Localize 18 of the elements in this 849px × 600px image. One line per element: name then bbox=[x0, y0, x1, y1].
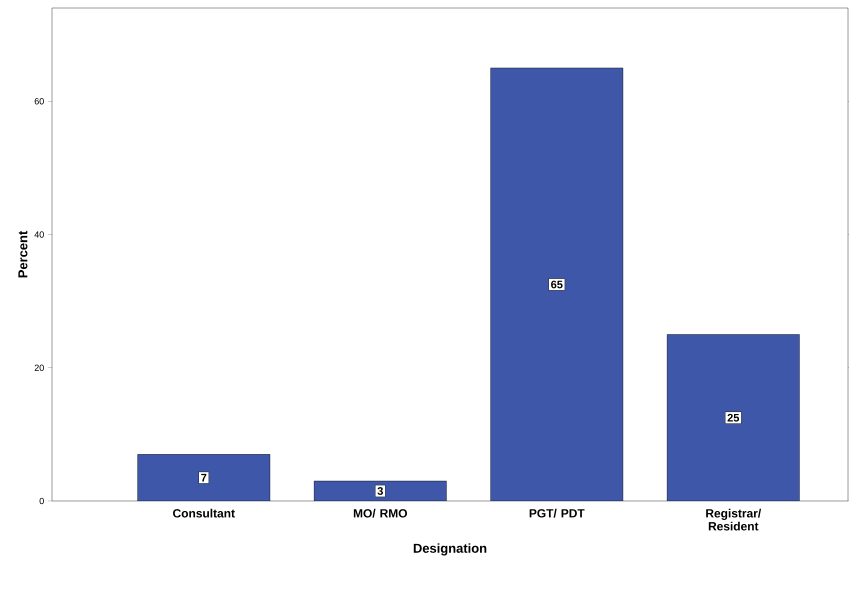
data-label: 25 bbox=[728, 414, 740, 422]
bar bbox=[314, 480, 447, 501]
bar bbox=[666, 334, 800, 501]
x-tick-label: MO/ RMO bbox=[354, 508, 408, 518]
data-label: 65 bbox=[551, 280, 563, 288]
data-label: 7 bbox=[201, 474, 206, 482]
x-tick-label: PGT/ PDT bbox=[530, 508, 585, 518]
y-tick-label: 20 bbox=[34, 364, 44, 371]
y-tick-label: 40 bbox=[34, 231, 44, 238]
bar bbox=[490, 68, 624, 501]
bar bbox=[138, 454, 270, 501]
y-tick-label: 0 bbox=[40, 498, 44, 504]
x-tick-label: Consultant bbox=[173, 508, 235, 518]
x-tick-label: Registrar/ Resident bbox=[706, 508, 762, 530]
data-label: 3 bbox=[377, 487, 383, 495]
y-axis-title: Percent bbox=[18, 230, 28, 278]
x-axis-title: Designation bbox=[414, 543, 486, 556]
y-tick-label: 60 bbox=[34, 98, 44, 104]
